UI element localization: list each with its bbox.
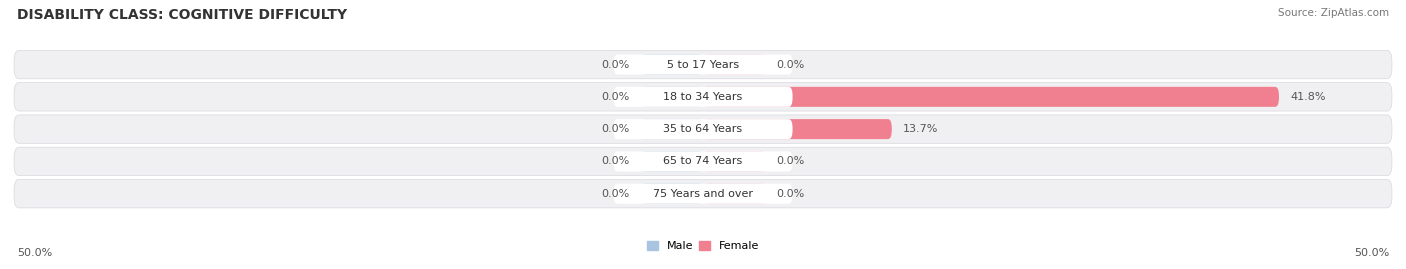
Text: 41.8%: 41.8% [1289,92,1326,102]
FancyBboxPatch shape [14,115,1392,143]
Text: 0.0%: 0.0% [602,124,630,134]
FancyBboxPatch shape [641,87,703,107]
FancyBboxPatch shape [703,184,765,204]
FancyBboxPatch shape [641,119,703,139]
FancyBboxPatch shape [14,50,1392,79]
FancyBboxPatch shape [703,119,891,139]
Legend: Male, Female: Male, Female [643,236,763,256]
Text: 0.0%: 0.0% [776,189,804,199]
FancyBboxPatch shape [641,55,703,75]
Text: 35 to 64 Years: 35 to 64 Years [664,124,742,134]
Text: 0.0%: 0.0% [602,189,630,199]
FancyBboxPatch shape [613,119,793,139]
FancyBboxPatch shape [613,184,793,204]
Text: 50.0%: 50.0% [17,248,52,258]
FancyBboxPatch shape [703,151,765,171]
Text: 50.0%: 50.0% [1354,248,1389,258]
Text: 0.0%: 0.0% [776,156,804,167]
Text: 0.0%: 0.0% [602,156,630,167]
Text: 13.7%: 13.7% [903,124,938,134]
FancyBboxPatch shape [641,151,703,171]
Text: 0.0%: 0.0% [776,59,804,70]
Text: Source: ZipAtlas.com: Source: ZipAtlas.com [1278,8,1389,18]
FancyBboxPatch shape [641,184,703,204]
FancyBboxPatch shape [703,55,765,75]
FancyBboxPatch shape [703,87,1279,107]
Text: 75 Years and over: 75 Years and over [652,189,754,199]
Text: 65 to 74 Years: 65 to 74 Years [664,156,742,167]
Text: 0.0%: 0.0% [602,92,630,102]
FancyBboxPatch shape [14,83,1392,111]
Text: 18 to 34 Years: 18 to 34 Years [664,92,742,102]
Text: 5 to 17 Years: 5 to 17 Years [666,59,740,70]
FancyBboxPatch shape [613,87,793,107]
Text: DISABILITY CLASS: COGNITIVE DIFFICULTY: DISABILITY CLASS: COGNITIVE DIFFICULTY [17,8,347,22]
Text: 0.0%: 0.0% [602,59,630,70]
FancyBboxPatch shape [14,147,1392,176]
FancyBboxPatch shape [14,179,1392,208]
FancyBboxPatch shape [613,151,793,171]
FancyBboxPatch shape [613,55,793,75]
